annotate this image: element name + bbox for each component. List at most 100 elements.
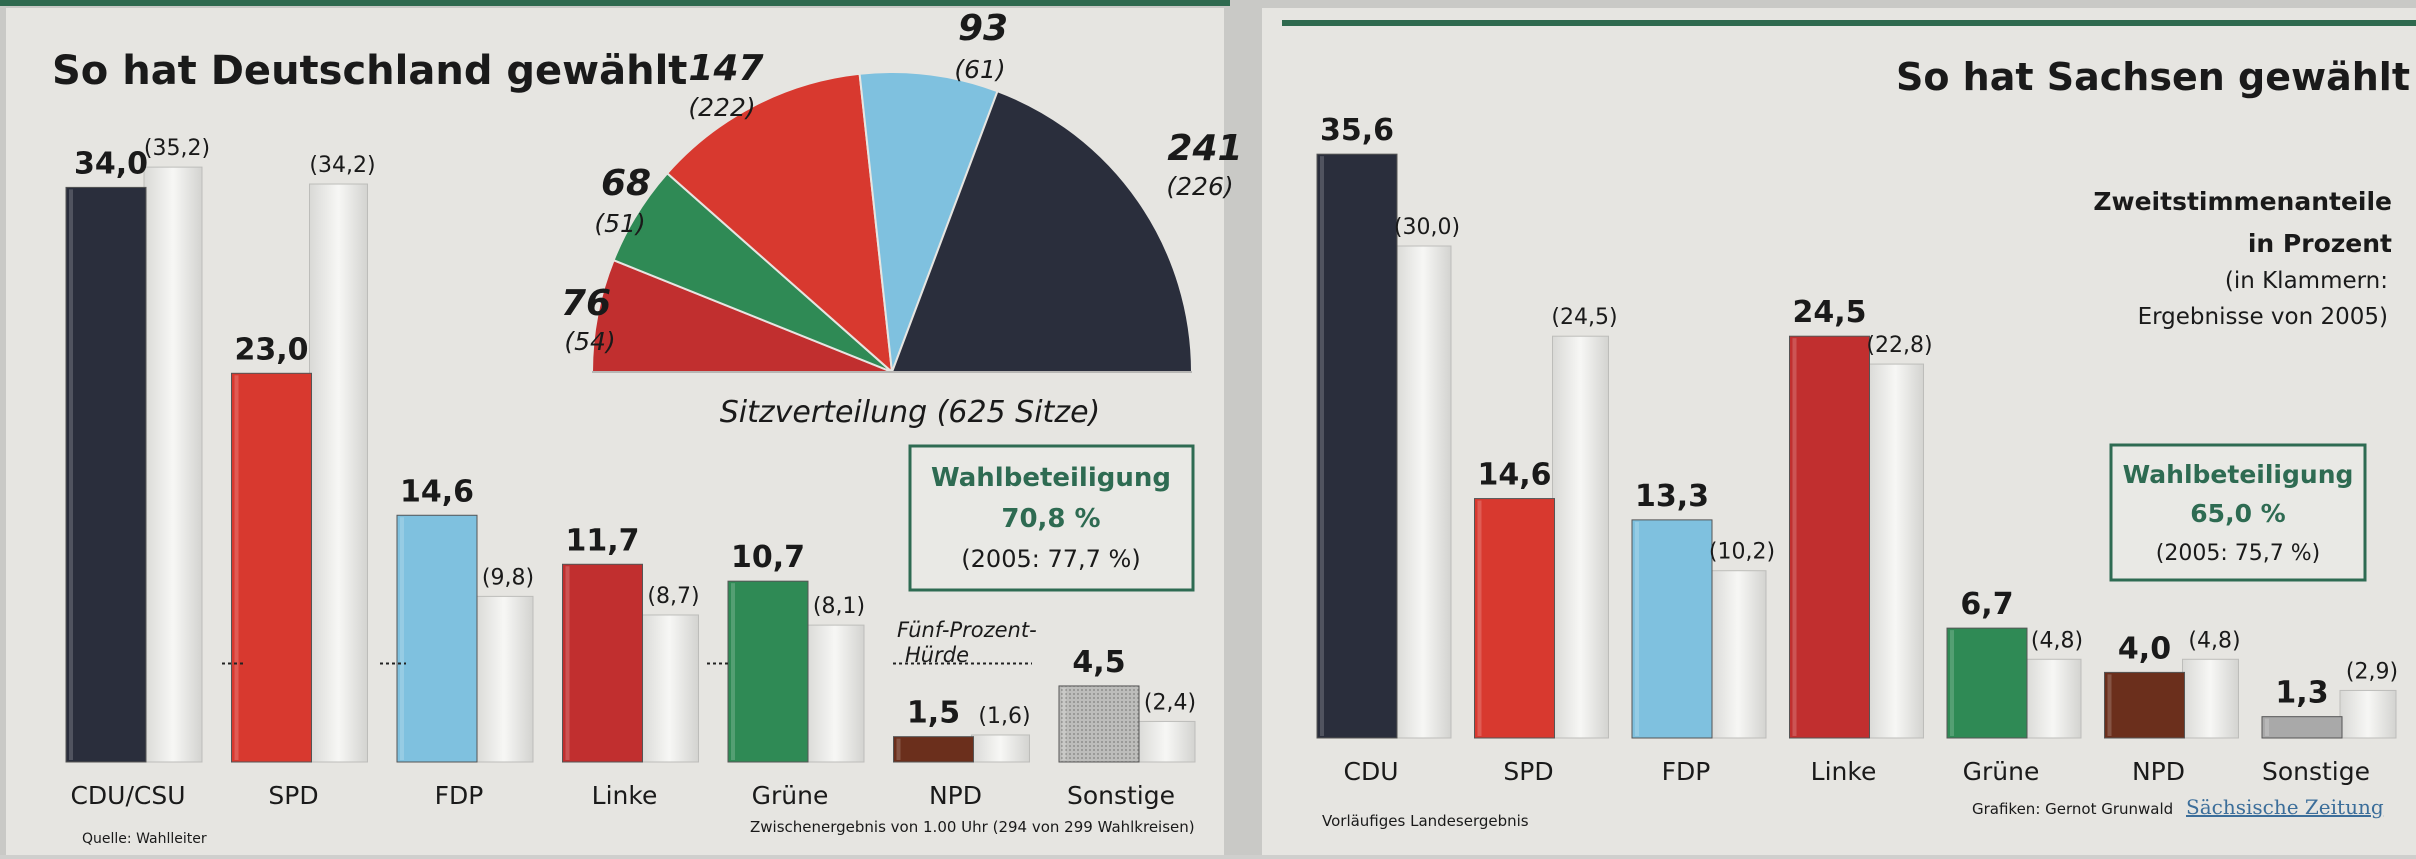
bar-2009-shine-fdp	[400, 517, 404, 760]
bar-2009-shine-sonstige	[2265, 718, 2269, 736]
category-sonstige: Sonstige	[2262, 757, 2370, 786]
bar-2005-npd	[971, 734, 1030, 763]
bar-2005-sonstige	[2339, 689, 2397, 739]
value-2005-fdp: (10,2)	[1709, 540, 1775, 565]
bar-2009-shine-sonstige	[1062, 687, 1066, 760]
bar-2009-shine-gruene	[731, 583, 735, 760]
seat-pie-chart: 76 (54) 68 (51) 147 (222) 93 (61) 241 (226)	[561, 8, 1243, 375]
germany-bar-chart: 34,0(35,2) CDU/CSU 23,0 (34,2) SPD 14,6 (9,8) F…	[65, 136, 1196, 810]
bar-2005-cdu	[1394, 245, 1452, 739]
bar-2005-gruene	[805, 624, 865, 763]
value-2005-npd: (4,8)	[2188, 628, 2240, 653]
value-2009-spd: 14,6	[1477, 458, 1551, 493]
value-2005-sonstige: (2,4)	[1144, 690, 1196, 715]
value-2005-linke: (22,8)	[1866, 333, 1932, 358]
seat-prev-label-linke: (54)	[564, 327, 615, 356]
saxony-turnout-box: Wahlbeteiligung 65,0 % (2005: 75,7 %)	[2109, 443, 2367, 582]
saxony-bar-chart: 35,6 (30,0) CDU 14,6 (24,5) SPD 13,3 (10,2) FDP 2…	[1316, 113, 2398, 786]
bar-2009-shine-linke	[565, 566, 570, 760]
germany-title: So hat Deutschland gewählt	[52, 48, 687, 94]
category-cdu: CDU	[1343, 757, 1398, 786]
bar-2005-gruene	[2024, 658, 2082, 739]
seat-label-gruene: 68	[601, 163, 651, 204]
legend-line-2: in Prozent	[2248, 229, 2392, 258]
bar-2009-shine-fdp	[1635, 521, 1639, 736]
value-2005-sonstige: (2,9)	[2346, 659, 2398, 684]
value-2009-sonstige: 4,5	[1072, 645, 1125, 680]
bar-2005-linke	[640, 614, 699, 763]
value-2009-linke: 11,7	[565, 523, 639, 558]
value-2009-cdu-csu: 34,0	[74, 146, 148, 181]
bar-2005-spd	[309, 183, 368, 763]
bar-2009-shine-spd	[234, 375, 239, 760]
threshold-label-1: Fünf-Prozent-	[897, 618, 1037, 642]
saxony-turnout-title: Wahlbeteiligung	[2123, 460, 2354, 489]
value-2009-fdp: 13,3	[1635, 479, 1709, 514]
germany-note: Zwischenergebnis von 1.00 Uhr (294 von 2…	[750, 818, 1195, 836]
bar-2009-linke	[562, 563, 643, 763]
category-gruene: Grüne	[752, 781, 829, 810]
bar-2009-shine-npd	[896, 738, 901, 760]
category-linke: Linke	[592, 781, 658, 810]
value-2009-cdu: 35,6	[1320, 113, 1394, 148]
bar-2005-fdp	[1709, 570, 1767, 739]
bar-2005-npd	[2182, 658, 2239, 739]
value-2009-spd: 23,0	[234, 332, 308, 367]
legend-line-3: (in Klammern:	[2225, 268, 2388, 294]
value-2009-sonstige: 1,3	[2275, 676, 2328, 711]
bar-2009-shine-cdu	[1320, 156, 1324, 736]
bar-2009-spd	[231, 372, 312, 763]
seat-prev-label-fdp: (61)	[954, 55, 1005, 84]
value-2005-cdu: (30,0)	[1394, 215, 1460, 240]
category-cdu-csu: CDU/CSU	[70, 781, 185, 810]
germany-top-rule	[0, 0, 1230, 6]
value-2005-spd: (34,2)	[309, 153, 375, 178]
bar-2009-linke	[1789, 335, 1870, 739]
value-2009-gruene: 10,7	[731, 540, 805, 575]
germany-turnout-prev: (2005: 77,7 %)	[961, 545, 1140, 573]
bar-2009-shine-gruene	[1950, 630, 1954, 736]
seat-prev-label-cdu: (226)	[1166, 172, 1233, 201]
bar-2009-cdu	[1316, 153, 1398, 739]
value-2005-npd: (1,6)	[978, 704, 1030, 729]
saxony-turnout-value: 65,0 %	[2190, 499, 2285, 528]
bar-2009-sonstige	[1058, 685, 1140, 763]
bar-2009-shine-cdu-csu	[69, 189, 73, 760]
germany-turnout-box: Wahlbeteiligung 70,8 % (2005: 77,7 %)	[908, 444, 1195, 592]
bar-2009-shine-linke	[1792, 338, 1797, 736]
bar-2009-spd	[1474, 498, 1555, 739]
bar-2005-spd	[1552, 335, 1609, 739]
value-2009-npd: 1,5	[907, 696, 960, 731]
bar-2009-fdp	[1631, 519, 1713, 739]
bar-2009-cdu-csu	[65, 186, 147, 763]
bar-2009-sonstige	[2261, 716, 2343, 739]
bar-2009-gruene	[727, 580, 809, 763]
value-2009-npd: 4,0	[2118, 631, 2171, 666]
bar-2009-npd	[2104, 671, 2185, 739]
germany-turnout-value: 70,8 %	[1001, 504, 1100, 534]
value-2009-fdp: 14,6	[400, 474, 474, 509]
bar-2009-fdp	[396, 514, 478, 763]
category-spd: SPD	[268, 781, 318, 810]
brand-logo: Sächsische Zeitung	[2186, 795, 2384, 819]
value-2005-linke: (8,7)	[647, 584, 699, 609]
saxony-credit: Grafiken: Gernot Grunwald	[1972, 800, 2173, 818]
bar-2005-cdu-csu	[143, 166, 203, 763]
saxony-turnout-prev: (2005: 75,7 %)	[2156, 541, 2320, 566]
bar-2009-gruene	[1946, 627, 2028, 739]
category-gruene: Grüne	[1963, 757, 2040, 786]
seat-caption: Sitzverteilung (625 Sitze)	[720, 395, 1100, 430]
value-2009-gruene: 6,7	[1960, 587, 2013, 622]
value-2009-linke: 24,5	[1792, 295, 1866, 330]
bar-2005-sonstige	[1136, 720, 1196, 763]
seat-label-linke: 76	[561, 283, 611, 324]
seat-slice-cdu	[890, 89, 1194, 373]
bar-2009-npd	[893, 736, 974, 763]
bar-2005-fdp	[474, 595, 534, 763]
seat-prev-label-spd: (222)	[688, 93, 755, 122]
seat-slice-spd	[665, 72, 894, 375]
saxony-title: So hat Sachsen gewählt	[1896, 55, 2410, 99]
bar-2009-shine-npd	[2107, 674, 2112, 736]
